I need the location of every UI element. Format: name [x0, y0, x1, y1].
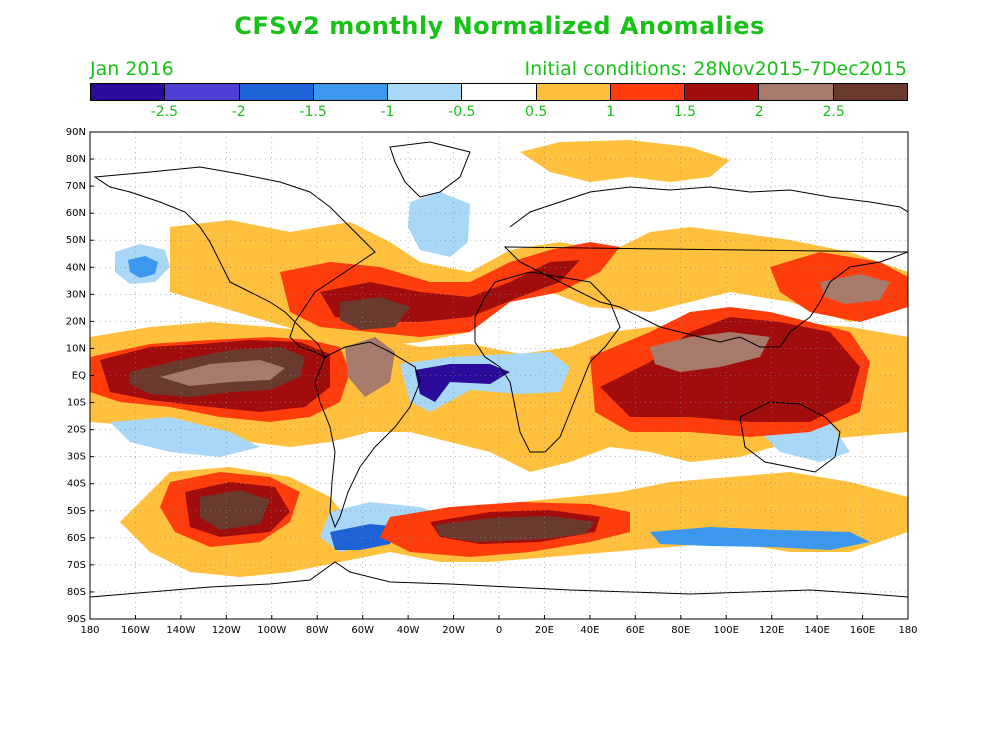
map-grid [90, 132, 908, 619]
anomaly-s-pacific-blue [110, 417, 260, 457]
anomaly-atlantic-blue [408, 192, 470, 257]
lat-label: 40N [66, 262, 86, 273]
anomaly-indian-darkred [600, 317, 860, 422]
anomaly-map: 90N 80N 70N 60N 50N 40N 30N 20N 10N EQ 10S 20S 30S 40… [66, 127, 918, 636]
lon-label: 140E [804, 625, 829, 636]
coast-eurasia [503, 186, 908, 348]
lat-label: 10N [66, 343, 86, 354]
lat-label: 30N [66, 289, 86, 300]
colorbar-swatch [165, 84, 240, 100]
lon-label: 40W [397, 625, 420, 636]
chart-title: CFSv2 monthly Normalized Anomalies [234, 12, 765, 40]
lat-label: 50N [66, 235, 86, 246]
lat-label: 80N [66, 154, 86, 165]
lat-label: 90S [67, 614, 86, 625]
latitude-labels: 90N 80N 70N 60N 50N 40N 30N 20N 10N EQ 10S 20S 30S 40… [66, 127, 94, 625]
colorbar-swatch [759, 84, 834, 100]
lon-label: 100W [257, 625, 286, 636]
colorbar-swatch [239, 84, 314, 100]
coast-north-america [93, 166, 376, 359]
lon-label: 60W [351, 625, 374, 636]
lon-label: 180 [80, 625, 99, 636]
colorbar-swatch [685, 84, 760, 100]
initial-conditions-label: Initial conditions: 28Nov2015-7Dec2015 [524, 58, 907, 80]
longitude-labels: 180 160W 140W 120W 100W 80W 60W 40W 20W 0 20E 40E 60… [80, 615, 918, 636]
anomaly-southern-indian-blue [650, 527, 870, 550]
anomaly-southern-ocean-brown [435, 516, 595, 542]
coast-greenland [389, 141, 471, 198]
colorbar-tick-label: 1 [606, 104, 615, 120]
lat-label: 20S [67, 425, 86, 436]
lon-label: 20W [442, 625, 465, 636]
lat-label: EQ [72, 371, 86, 382]
lat-label: 80S [67, 587, 86, 598]
lat-label: 90N [66, 127, 86, 138]
lat-label: 30S [67, 452, 86, 463]
lon-label: 120E [759, 625, 784, 636]
colorbar-tick-label: -2.5 [150, 104, 179, 120]
anomaly-atlantic-brown [340, 297, 410, 330]
anomaly-indian-brown [650, 332, 770, 372]
coastlines [90, 141, 908, 598]
colorbar-swatch [313, 84, 389, 100]
lon-label: 40E [580, 625, 599, 636]
colorbar-swatch [388, 84, 463, 100]
colorbar-labels: -2.5 -2 -1.5 -1 -0.5 0.5 1 1.5 2 2.5 [90, 104, 908, 124]
colorbar-tick-label: 2 [754, 104, 764, 120]
anomaly-amazon-brown [345, 337, 395, 397]
lat-label: 70N [66, 181, 86, 192]
colorbar-tick-label: -0.5 [448, 104, 476, 120]
anomaly-field [90, 140, 908, 577]
lon-label: 180 [898, 625, 917, 636]
colorbar-tick-label: 0.5 [525, 104, 548, 120]
anomaly-gulf-guinea-core [415, 364, 510, 402]
coast-africa [474, 271, 621, 453]
coast-antarctica [90, 561, 908, 598]
colorbar-swatch [91, 84, 166, 100]
colorbar-swatch [536, 84, 611, 100]
lon-label: 140W [166, 625, 195, 636]
lon-label: 160W [121, 625, 150, 636]
colorbar-swatch [833, 84, 907, 100]
lat-label: 60N [66, 208, 86, 219]
lat-label: 70S [67, 560, 86, 571]
anomaly-w-pacific-brown [820, 274, 890, 304]
lat-label: 20N [66, 316, 86, 327]
colorbar-tick-label: 1.5 [673, 104, 697, 120]
lon-label: 100E [714, 625, 739, 636]
colorbar-tick-label: 2.5 [822, 104, 845, 120]
lat-label: 60S [67, 533, 86, 544]
lon-label: 80W [306, 625, 329, 636]
lon-label: 80E [671, 625, 690, 636]
lon-label: 20E [535, 625, 554, 636]
lon-label: 160E [850, 625, 875, 636]
lon-label: 60E [626, 625, 645, 636]
anomaly-arctic-orange [520, 140, 730, 182]
lon-label: 120W [212, 625, 241, 636]
anomaly-s-pacific-brown [200, 490, 270, 530]
colorbar-tick-label: -2 [231, 104, 246, 120]
lon-label: 0 [496, 625, 502, 636]
coast-australia [739, 401, 841, 473]
valid-month-label: Jan 2016 [90, 58, 174, 80]
colorbar-tick-label: -1 [380, 104, 395, 120]
coast-south-america [314, 341, 421, 529]
lat-label: 10S [67, 398, 86, 409]
colorbar-tick-label: -1.5 [299, 104, 327, 120]
colorbar-swatch [462, 84, 537, 100]
anomaly-e-pacific-light [160, 360, 285, 386]
lat-label: 40S [67, 479, 86, 490]
lat-label: 50S [67, 506, 86, 517]
colorbar [90, 83, 908, 101]
anomaly-southern-ocean-core [330, 524, 400, 550]
colorbar-swatch [610, 84, 686, 100]
